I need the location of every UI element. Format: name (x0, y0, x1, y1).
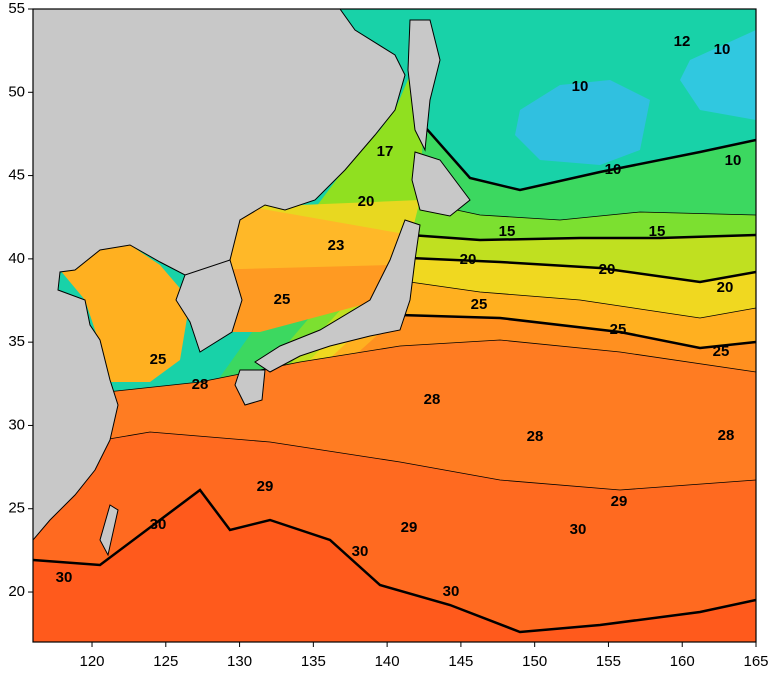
contour-label: 10 (725, 152, 742, 169)
x-tick-label: 135 (301, 653, 326, 670)
contour-label: 25 (713, 343, 730, 360)
contour-label: 20 (460, 251, 477, 268)
contour-label: 28 (192, 376, 209, 393)
x-tick-label: 130 (227, 653, 252, 670)
isotherm (399, 313, 756, 350)
sea-band (60, 245, 190, 382)
y-tick-label: 45 (8, 167, 25, 184)
x-tick-label: 125 (153, 653, 178, 670)
x-tick-label: 165 (743, 653, 768, 670)
contour-label: 29 (611, 493, 628, 510)
contour-label: 30 (150, 516, 167, 533)
contour-label: 20 (358, 193, 375, 210)
x-tick-label: 150 (522, 653, 547, 670)
isotherm (409, 281, 756, 319)
land (254, 219, 421, 373)
y-tick-label: 35 (8, 333, 25, 350)
contour-label: 12 (674, 33, 691, 50)
contour-label: 28 (718, 427, 735, 444)
frame (32, 8, 757, 643)
land (234, 369, 266, 406)
temperature-band (515, 80, 650, 165)
isotherm (409, 109, 756, 192)
land (33, 9, 406, 541)
contour-label: 15 (499, 223, 516, 240)
contour-label: 25 (471, 296, 488, 313)
contour-label: 28 (424, 391, 441, 408)
isotherm (409, 233, 756, 242)
contour-label: 10 (714, 41, 731, 58)
x-tick-label: 145 (448, 653, 473, 670)
contour-label: 17 (377, 143, 394, 160)
y-tick-label: 20 (8, 583, 25, 600)
land (411, 151, 471, 217)
y-tick-label: 55 (8, 0, 25, 17)
x-tick-label: 140 (375, 653, 400, 670)
contour-label: 25 (610, 321, 627, 338)
contour-label: 30 (352, 543, 369, 560)
land (175, 259, 243, 353)
sea-band (310, 75, 425, 215)
land (99, 504, 119, 557)
contour-label: 10 (572, 78, 589, 95)
contour-label: 30 (56, 569, 73, 586)
x-tick-label: 155 (596, 653, 621, 670)
land (407, 19, 441, 152)
contour-label: 20 (717, 279, 734, 296)
temperature-field (33, 9, 756, 642)
isotherm (33, 488, 756, 634)
contour-label: 10 (605, 161, 622, 178)
contour-label: 25 (274, 291, 291, 308)
contour-label: 20 (599, 261, 616, 278)
isotherm (33, 431, 756, 491)
isotherm (409, 256, 756, 284)
y-tick-label: 30 (8, 416, 25, 433)
contour-label: 30 (570, 521, 587, 538)
y-tick-label: 50 (8, 83, 25, 100)
isotherm (33, 339, 756, 401)
y-tick-label: 40 (8, 250, 25, 267)
contour-label: 30 (443, 583, 460, 600)
temperature-band (680, 30, 756, 120)
contour-label: 28 (527, 428, 544, 445)
sea-band (205, 265, 390, 332)
contour-label: 25 (150, 351, 167, 368)
contour-label: 23 (328, 237, 345, 254)
y-tick-label: 25 (8, 500, 25, 517)
contour-label: 29 (401, 519, 418, 536)
x-tick-label: 120 (80, 653, 105, 670)
contour-label: 15 (649, 223, 666, 240)
contour-label: 29 (257, 478, 274, 495)
temperature-band (33, 490, 756, 642)
x-tick-label: 160 (670, 653, 695, 670)
